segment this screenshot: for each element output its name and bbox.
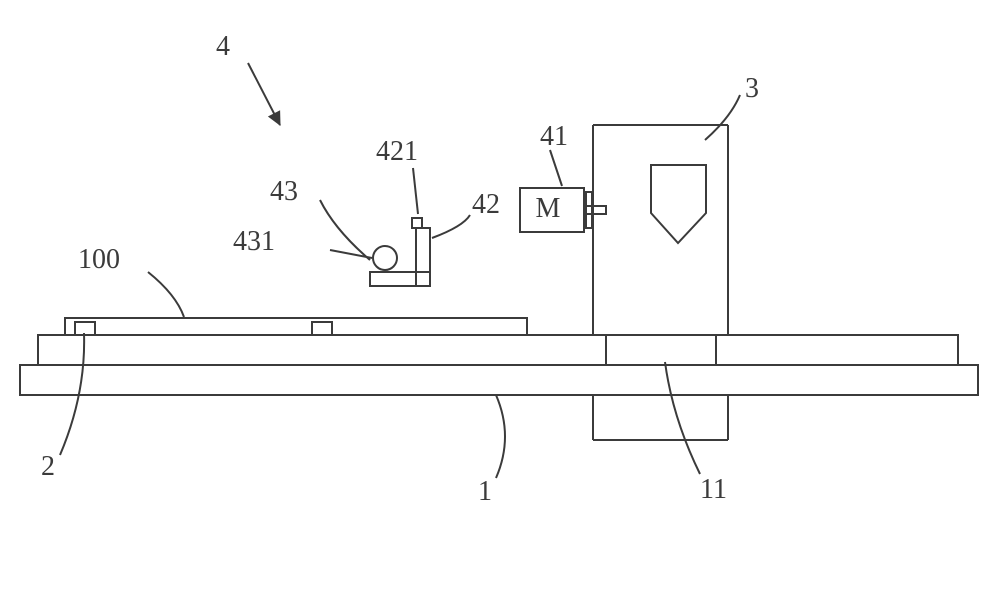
bracket-horizontal	[370, 272, 430, 286]
shield-shape	[651, 165, 706, 243]
label-41: 41	[540, 121, 568, 152]
leader-41	[550, 150, 562, 186]
leader-42	[432, 215, 470, 238]
base-inner	[38, 335, 958, 365]
label-4: 4	[216, 31, 230, 62]
label-3: 3	[745, 73, 759, 104]
slide-tab-right	[312, 322, 332, 335]
bracket-vertical	[416, 228, 430, 286]
stand-inner	[606, 335, 716, 365]
label-1: 1	[478, 476, 492, 507]
leader-431	[330, 250, 372, 258]
label-2: 2	[41, 451, 55, 482]
label-43: 43	[270, 176, 298, 207]
label-M: M	[536, 193, 561, 224]
base-outer	[20, 365, 978, 395]
shaft-flange	[586, 192, 592, 228]
label-42: 42	[472, 189, 500, 220]
leader-421	[413, 168, 418, 214]
roller	[373, 246, 397, 270]
leader-3	[705, 95, 740, 140]
label-431: 431	[233, 226, 275, 257]
label-11: 11	[700, 474, 727, 505]
leader-11	[665, 362, 700, 474]
leader-43	[320, 200, 370, 260]
leader-100	[148, 272, 184, 317]
label-100: 100	[78, 244, 120, 275]
motor-shaft	[584, 206, 606, 214]
label-421: 421	[376, 136, 418, 167]
pin-tab	[412, 218, 422, 228]
slide-plate	[65, 318, 527, 335]
leader-1	[496, 395, 505, 478]
technical-drawing: 434142143424311002111M	[0, 0, 1000, 595]
